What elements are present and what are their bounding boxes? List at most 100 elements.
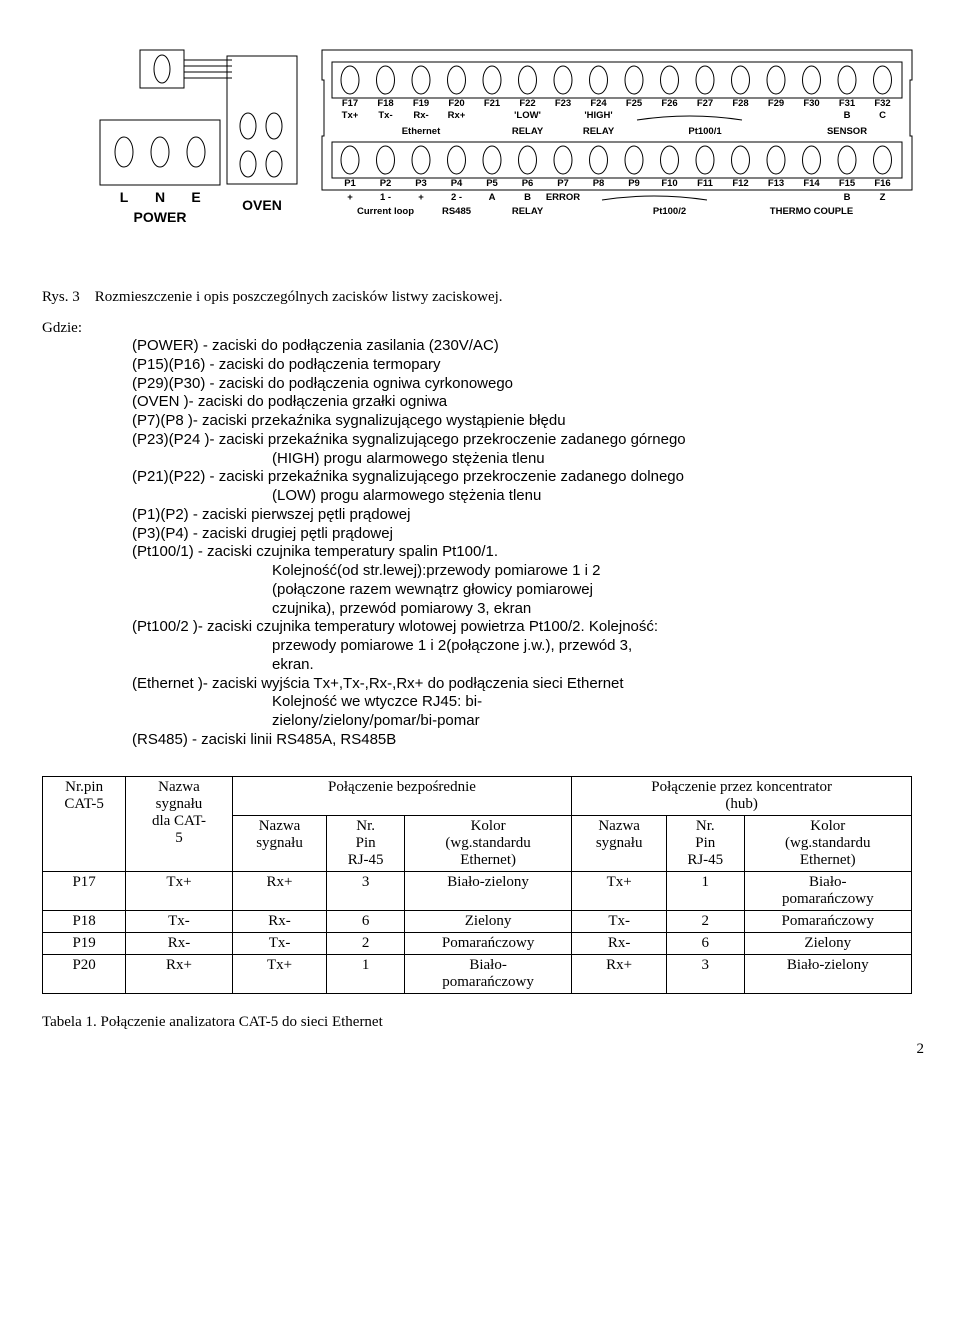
svg-text:P9: P9 xyxy=(628,178,640,189)
table-cell: P20 xyxy=(43,954,126,993)
def-indent: Kolejność(od str.lewej):przewody pomiaro… xyxy=(272,562,910,581)
svg-text:Ethernet: Ethernet xyxy=(402,126,441,137)
svg-text:P1: P1 xyxy=(344,178,356,189)
table-cell: Rx- xyxy=(232,910,327,932)
table-cell: 3 xyxy=(327,871,405,910)
table-cell: Rx- xyxy=(572,932,667,954)
connection-table: Nr.pinCAT-5 Nazwasygnałudla CAT-5 Połącz… xyxy=(42,776,912,994)
table-row: P20Rx+Tx+1Biało-pomarańczowyRx+3Biało-zi… xyxy=(43,954,912,993)
svg-text:F11: F11 xyxy=(697,178,714,189)
svg-text:F16: F16 xyxy=(874,178,890,189)
def-line: (P21)(P22) - zaciski przekaźnika sygnali… xyxy=(132,468,910,487)
table-cell: Biało-zielony xyxy=(404,871,571,910)
svg-text:C: C xyxy=(879,110,886,121)
table-cell: P19 xyxy=(43,932,126,954)
def-indent: przewody pomiarowe 1 i 2(połączone j.w.)… xyxy=(272,637,910,656)
terminal-diagram: OVEN L N E POWER F17F18F19F20F21F22F23F2… xyxy=(42,22,930,267)
svg-text:F17: F17 xyxy=(342,98,358,109)
table-cell: 2 xyxy=(327,932,405,954)
svg-text:SENSOR: SENSOR xyxy=(827,126,867,137)
svg-text:Tx+: Tx+ xyxy=(342,110,359,121)
svg-text:P8: P8 xyxy=(593,178,605,189)
th-sub: Nr.PinRJ-45 xyxy=(667,815,745,871)
svg-text:F21: F21 xyxy=(484,98,501,109)
fig-text: Rozmieszczenie i opis poszczególnych zac… xyxy=(95,289,503,305)
table-cell: Pomarańczowy xyxy=(744,910,911,932)
def-line: (POWER) - zaciski do podłączenia zasilan… xyxy=(132,337,910,356)
th-sub: Nr.PinRJ-45 xyxy=(327,815,405,871)
def-line: (Pt100/1) - zaciski czujnika temperatury… xyxy=(132,543,910,562)
th-direct: Połączenie bezpośrednie xyxy=(232,776,572,815)
def-line: (Pt100/2 )- zaciski czujnika temperatury… xyxy=(132,618,910,637)
table-cell: Tx- xyxy=(126,910,232,932)
table-row: P17Tx+Rx+3Biało-zielonyTx+1Biało-pomarań… xyxy=(43,871,912,910)
svg-text:Pt100/1: Pt100/1 xyxy=(688,126,722,137)
svg-text:F22: F22 xyxy=(519,98,535,109)
svg-text:RELAY: RELAY xyxy=(583,126,615,137)
table-cell: 6 xyxy=(667,932,745,954)
svg-text:F10: F10 xyxy=(661,178,677,189)
svg-text:F23: F23 xyxy=(555,98,571,109)
svg-text:THERMO COUPLE: THERMO COUPLE xyxy=(770,206,853,217)
svg-text:F18: F18 xyxy=(377,98,393,109)
svg-text:F32: F32 xyxy=(874,98,890,109)
table-cell: Pomarańczowy xyxy=(404,932,571,954)
svg-text:B: B xyxy=(524,192,531,203)
svg-text:RELAY: RELAY xyxy=(512,126,544,137)
svg-text:Z: Z xyxy=(880,192,886,203)
svg-text:F15: F15 xyxy=(839,178,856,189)
svg-text:F20: F20 xyxy=(448,98,464,109)
svg-text:F14: F14 xyxy=(803,178,820,189)
table-cell: Rx+ xyxy=(126,954,232,993)
table-row: P18Tx-Rx-6ZielonyTx-2Pomarańczowy xyxy=(43,910,912,932)
svg-text:F26: F26 xyxy=(661,98,677,109)
def-line: (RS485) - zaciski linii RS485A, RS485B xyxy=(132,731,910,750)
power-E: E xyxy=(191,189,200,205)
svg-text:F29: F29 xyxy=(768,98,784,109)
table-cell: P18 xyxy=(43,910,126,932)
svg-text:F30: F30 xyxy=(803,98,819,109)
def-line: (P7)(P8 )- zaciski przekaźnika sygnalizu… xyxy=(132,412,910,431)
def-line: (P15)(P16) - zaciski do podłączenia term… xyxy=(132,356,910,375)
table-cell: Rx+ xyxy=(232,871,327,910)
svg-text:A: A xyxy=(489,192,496,203)
power-N: N xyxy=(155,189,165,205)
power-L: L xyxy=(120,189,129,205)
def-indent: (połączone razem wewnątrz głowicy pomiar… xyxy=(272,581,910,600)
svg-text:P7: P7 xyxy=(557,178,569,189)
svg-text:ERROR: ERROR xyxy=(546,192,580,203)
svg-text:F19: F19 xyxy=(413,98,429,109)
diagram-svg: OVEN L N E POWER F17F18F19F20F21F22F23F2… xyxy=(42,22,922,262)
table-cell: 1 xyxy=(327,954,405,993)
table-cell: Tx+ xyxy=(232,954,327,993)
table-cell: Rx+ xyxy=(572,954,667,993)
svg-text:P2: P2 xyxy=(380,178,392,189)
svg-text:B: B xyxy=(844,192,851,203)
svg-text:F13: F13 xyxy=(768,178,784,189)
power-label: POWER xyxy=(134,209,187,225)
svg-text:B: B xyxy=(844,110,851,121)
svg-text:Rx-: Rx- xyxy=(413,110,428,121)
svg-text:'LOW': 'LOW' xyxy=(514,110,541,121)
table-cell: 2 xyxy=(667,910,745,932)
def-line: (P29)(P30) - zaciski do podłączenia ogni… xyxy=(132,375,910,394)
def-indent: (HIGH) progu alarmowego stężenia tlenu xyxy=(272,450,910,469)
th-sub: Nazwasygnału xyxy=(572,815,667,871)
table-header-row: Nr.pinCAT-5 Nazwasygnałudla CAT-5 Połącz… xyxy=(43,776,912,815)
table-cell: 3 xyxy=(667,954,745,993)
def-indent: czujnika), przewód pomiarowy 3, ekran xyxy=(272,600,910,619)
table-caption: Tabela 1. Połączenie analizatora CAT-5 d… xyxy=(42,1014,930,1031)
def-indent: zielony/zielony/pomar/bi-pomar xyxy=(272,712,910,731)
table-cell: 1 xyxy=(667,871,745,910)
svg-text:F27: F27 xyxy=(697,98,713,109)
table-cell: Biało-pomarańczowy xyxy=(404,954,571,993)
table-cell: Tx- xyxy=(232,932,327,954)
table-cell: P17 xyxy=(43,871,126,910)
table-cell: Zielony xyxy=(744,932,911,954)
th-hub: Połączenie przez koncentrator(hub) xyxy=(572,776,912,815)
svg-text:F24: F24 xyxy=(590,98,607,109)
def-line: (Ethernet )- zaciski wyjścia Tx+,Tx-,Rx-… xyxy=(132,675,910,694)
page-number: 2 xyxy=(42,1041,924,1058)
svg-text:F12: F12 xyxy=(732,178,748,189)
svg-text:2 -: 2 - xyxy=(451,192,462,203)
